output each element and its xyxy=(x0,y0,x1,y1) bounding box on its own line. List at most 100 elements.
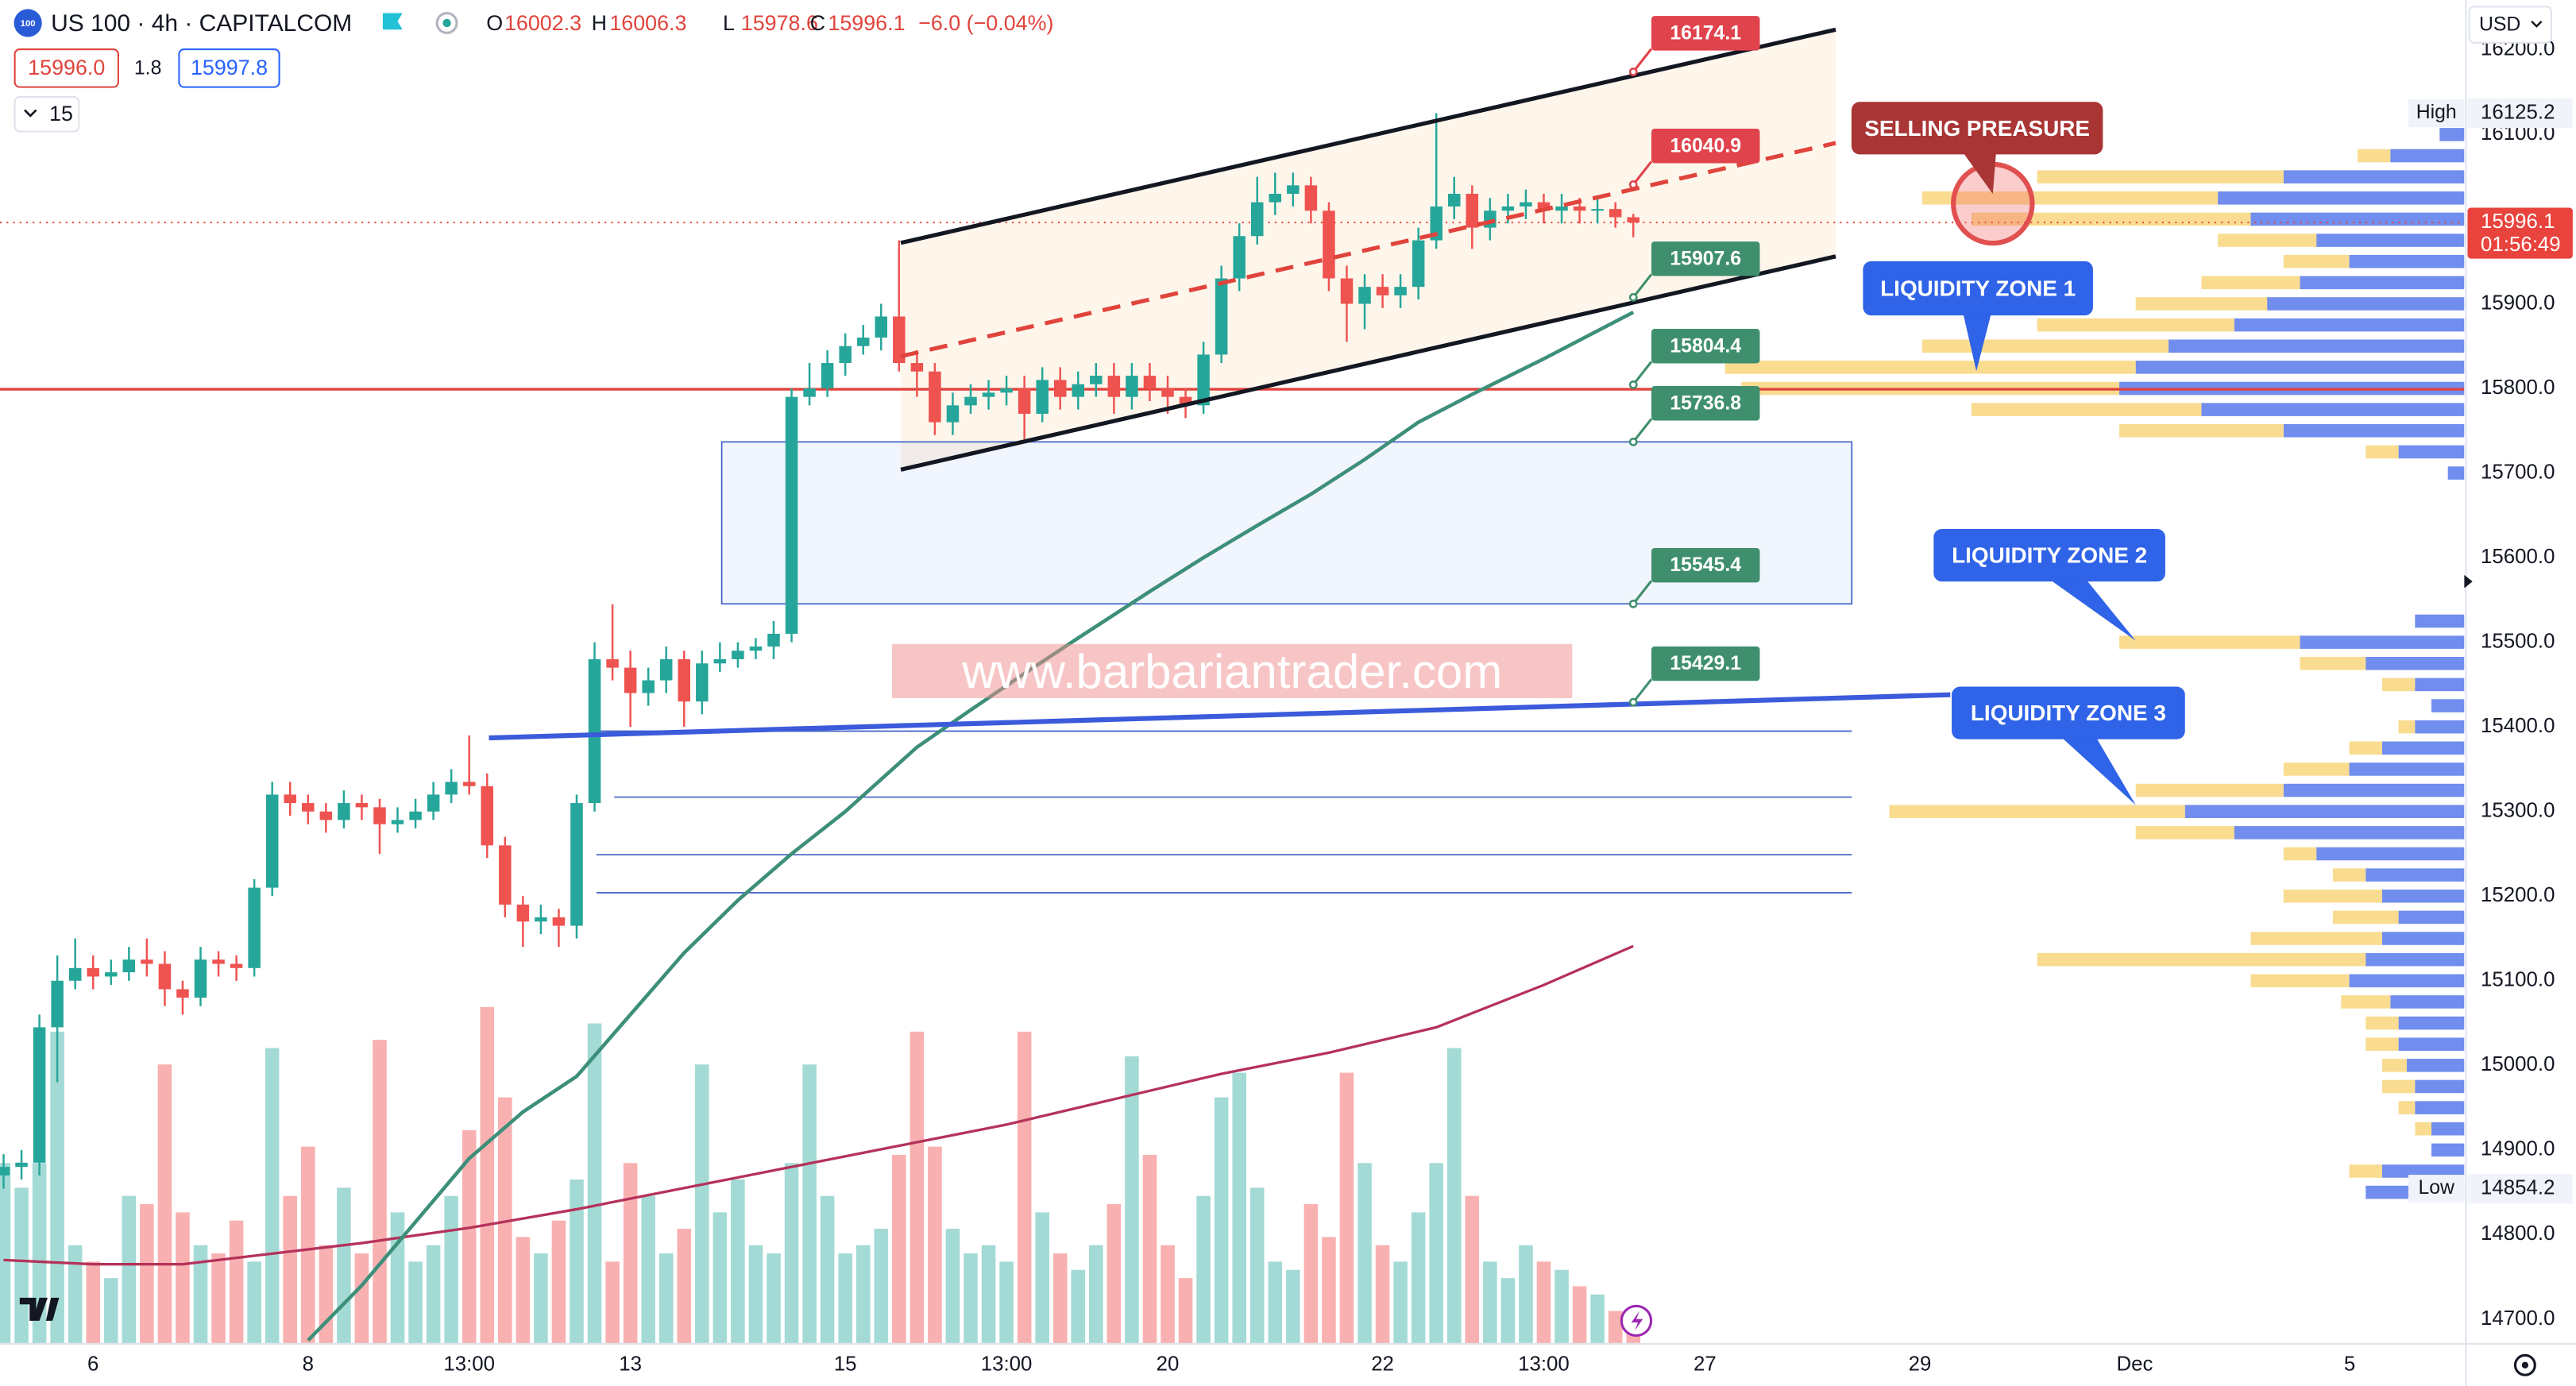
ohlc-key: L xyxy=(723,11,735,35)
candle-body xyxy=(1394,287,1407,295)
bid-box[interactable] xyxy=(14,48,119,88)
x-tick-label: 15 xyxy=(834,1353,857,1376)
profile-down xyxy=(1921,339,2169,353)
channel-line xyxy=(900,141,1836,359)
price-label-box xyxy=(1651,646,1760,681)
volume-bar xyxy=(677,1229,692,1344)
candle-body xyxy=(749,646,763,651)
marker-value-bg xyxy=(2467,98,2573,129)
candle-body xyxy=(1323,210,1335,279)
last-price: 15996.1 xyxy=(2481,210,2555,233)
scroll-arrow[interactable] xyxy=(2464,574,2473,589)
profile-up xyxy=(2431,699,2465,712)
volume-bar xyxy=(838,1253,852,1344)
volume-bar xyxy=(1339,1072,1354,1344)
y-tick-label: 15300.0 xyxy=(2481,800,2555,822)
profile-up xyxy=(2184,805,2465,818)
candle-body xyxy=(516,904,530,922)
settings-icon[interactable] xyxy=(2513,1353,2536,1376)
profile-up xyxy=(2390,149,2465,163)
candle-body xyxy=(0,1167,10,1176)
volume-bar xyxy=(283,1195,298,1344)
profile-up xyxy=(2135,361,2465,374)
candle-body xyxy=(1250,202,1264,237)
callout-box xyxy=(1863,261,2093,316)
volume-bar xyxy=(713,1212,728,1344)
candle-body xyxy=(929,371,941,423)
volume-bar xyxy=(981,1245,996,1344)
symbol-title[interactable]: US 100 · 4h · CAPITALCOM xyxy=(51,10,352,37)
ask-box[interactable] xyxy=(178,48,280,88)
y-tick-label: 15400.0 xyxy=(2481,715,2555,737)
status-icon[interactable] xyxy=(435,12,458,34)
flag-icon[interactable] xyxy=(382,13,403,30)
volume-bar xyxy=(874,1229,889,1344)
volume-bar xyxy=(247,1261,261,1344)
candle-body xyxy=(1161,388,1174,397)
volume-bar xyxy=(1214,1097,1229,1344)
volume-bar xyxy=(767,1253,781,1344)
volume-bar xyxy=(534,1253,548,1344)
candle-body xyxy=(1000,388,1013,393)
callout-box xyxy=(1851,102,2103,155)
candle-body xyxy=(1090,376,1103,384)
profile-up xyxy=(2283,424,2465,438)
volume-bar xyxy=(551,1220,566,1344)
candle-body xyxy=(964,396,977,406)
volume-bar xyxy=(928,1146,942,1344)
y-tick-label: 15500.0 xyxy=(2481,630,2555,652)
candle-body xyxy=(15,1162,28,1168)
price-label: 15736.8 xyxy=(1670,392,1741,414)
callout-text: LIQUIDITY ZONE 2 xyxy=(1952,543,2147,568)
watermark-box xyxy=(892,643,1573,699)
profile-down xyxy=(2283,847,2317,861)
x-tick-label: 13 xyxy=(619,1353,642,1376)
profile-up xyxy=(2234,826,2465,840)
y-tick-label: 15000.0 xyxy=(2481,1053,2555,1075)
profile-up xyxy=(2398,1016,2465,1030)
profile-up xyxy=(2381,932,2465,945)
volume-bar xyxy=(1411,1212,1426,1344)
profile-down xyxy=(2398,1101,2416,1114)
profile-down xyxy=(2349,741,2382,755)
profile-up xyxy=(2283,783,2465,797)
y-tick-label: 15700.0 xyxy=(2481,461,2555,483)
price-label-leader xyxy=(1632,580,1653,605)
volume-bar xyxy=(1089,1245,1103,1344)
volume-bar xyxy=(999,1261,1014,1344)
marker-value: 16125.2 xyxy=(2481,101,2555,123)
candle-body xyxy=(875,316,888,338)
x-tick-label: Dec xyxy=(2117,1353,2153,1376)
volume-bar xyxy=(301,1146,315,1344)
price-label: 16174.1 xyxy=(1670,22,1741,44)
profile-down xyxy=(2332,868,2366,882)
x-tick-label: 13:00 xyxy=(1518,1353,1570,1376)
price-label-point xyxy=(1628,599,1638,608)
profile-up xyxy=(2250,212,2465,226)
lightning xyxy=(1631,1311,1643,1331)
candle-body xyxy=(87,967,99,977)
volume-bar xyxy=(1572,1286,1587,1344)
profile-up xyxy=(2415,1101,2465,1114)
volume-bar xyxy=(1232,1072,1246,1344)
volume-bar xyxy=(103,1278,118,1344)
volume-bar xyxy=(1393,1261,1408,1344)
volume-bar xyxy=(1483,1261,1497,1344)
profile-down xyxy=(2366,1016,2399,1030)
volume-bar xyxy=(1536,1261,1551,1344)
interval-box[interactable] xyxy=(14,96,80,133)
candle-body xyxy=(893,316,906,364)
volume-bar xyxy=(1322,1237,1336,1344)
volume-bar xyxy=(14,1187,29,1344)
candle-body xyxy=(678,658,691,702)
settings-dot xyxy=(2521,1361,2529,1369)
currency-box[interactable] xyxy=(2468,6,2553,44)
candle-body xyxy=(1591,209,1604,211)
y-tick-label: 15900.0 xyxy=(2481,291,2555,314)
ohlc-key: H xyxy=(592,11,607,35)
volume-bar xyxy=(265,1048,280,1344)
candle-body xyxy=(839,346,852,364)
tv-logo[interactable] xyxy=(19,1297,60,1321)
volume-bar xyxy=(1071,1269,1086,1344)
profile-down xyxy=(2037,318,2234,332)
